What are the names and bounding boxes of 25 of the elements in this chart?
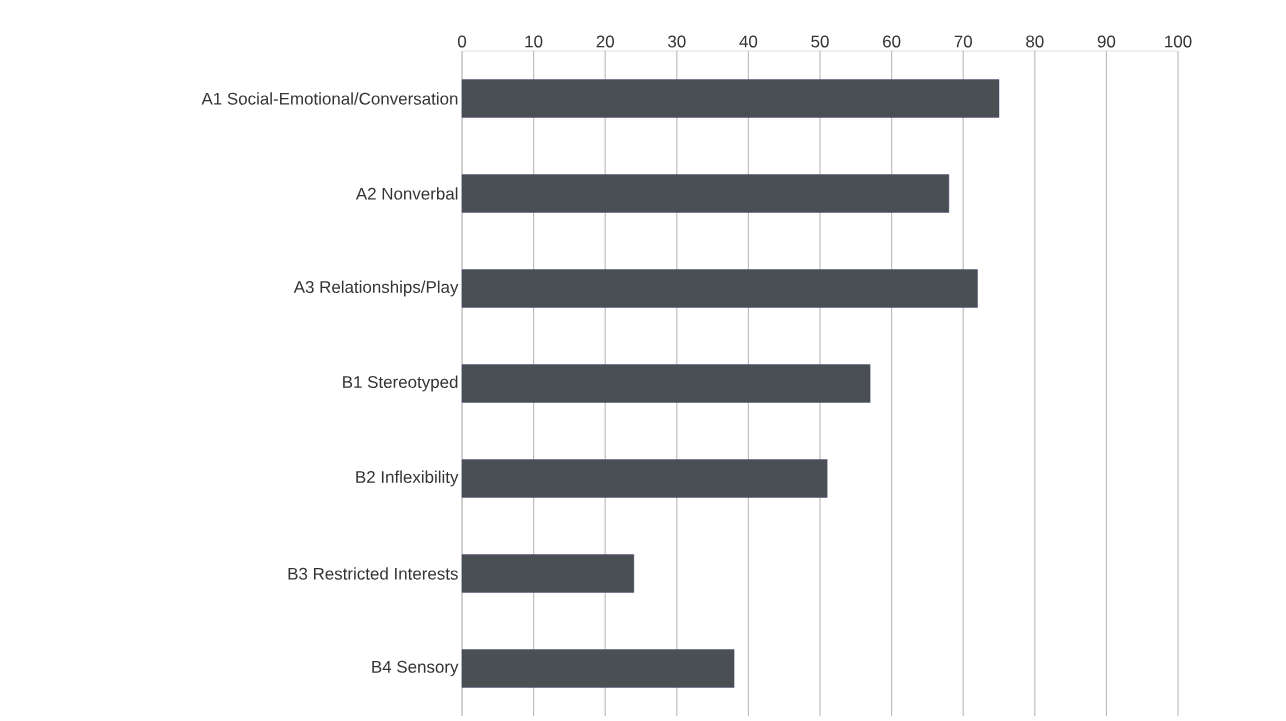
x-tick-label: 70 <box>954 35 972 48</box>
y-tick-label: B2 Inflexibility <box>356 470 459 487</box>
bar <box>461 79 1000 118</box>
x-tick-label: 50 <box>811 35 829 48</box>
x-tick-label: 0 <box>457 35 467 48</box>
y-tick-label: A1 Social-Emotional/Conversation <box>201 92 458 105</box>
bar <box>461 649 735 688</box>
bar <box>461 554 635 593</box>
x-tick-label: 30 <box>668 35 686 48</box>
y-tick-label: B3 Restricted Interests <box>288 567 458 580</box>
bar <box>461 364 871 403</box>
x-tick-label: 20 <box>596 35 614 48</box>
x-tick-label: 60 <box>883 35 901 48</box>
x-tick-label: 40 <box>739 35 758 48</box>
x-tick-label: 80 <box>1026 35 1044 48</box>
bar <box>461 459 828 498</box>
y-tick-label: B1 Stereotyped <box>343 375 458 392</box>
y-tick-label: B4 Sensory <box>372 660 459 677</box>
bar <box>461 269 978 308</box>
bar <box>461 174 950 213</box>
x-tick-label: 90 <box>1097 35 1116 48</box>
y-tick-label: A2 Nonverbal <box>355 187 458 200</box>
x-tick-label: 10 <box>525 35 543 48</box>
y-tick-label: A3 Relationships/Play <box>293 280 459 297</box>
x-tick-label: 100 <box>1165 35 1192 48</box>
